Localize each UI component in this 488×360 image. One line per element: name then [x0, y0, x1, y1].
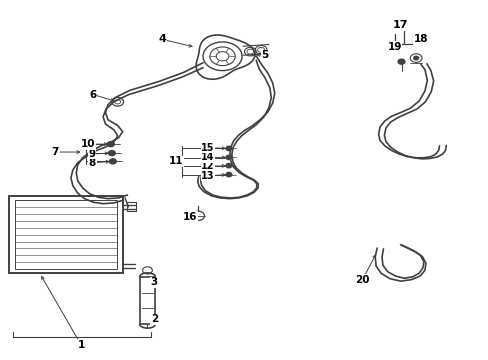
- Text: 4: 4: [158, 35, 166, 44]
- Text: 19: 19: [386, 42, 401, 51]
- Text: 1: 1: [78, 340, 84, 350]
- Text: 7: 7: [52, 147, 59, 157]
- Text: 2: 2: [150, 314, 158, 324]
- Bar: [140, 277, 155, 324]
- Circle shape: [108, 150, 115, 156]
- Text: 6: 6: [89, 90, 97, 100]
- Circle shape: [225, 146, 231, 150]
- Bar: [127, 202, 136, 211]
- Circle shape: [397, 59, 404, 64]
- Text: 10: 10: [81, 139, 96, 149]
- Text: 18: 18: [413, 35, 427, 44]
- Circle shape: [109, 159, 116, 164]
- Circle shape: [225, 172, 231, 177]
- Circle shape: [413, 56, 418, 60]
- Text: 16: 16: [182, 212, 197, 221]
- Text: 17: 17: [392, 20, 407, 30]
- Bar: [15, 201, 117, 269]
- Text: 20: 20: [354, 275, 369, 285]
- Bar: [9, 196, 122, 273]
- Circle shape: [107, 141, 114, 147]
- Text: 8: 8: [88, 158, 96, 168]
- Text: 14: 14: [201, 152, 214, 162]
- Text: 13: 13: [201, 171, 214, 181]
- Text: 12: 12: [201, 161, 214, 171]
- Text: 3: 3: [150, 277, 158, 287]
- Text: 9: 9: [89, 149, 96, 159]
- Text: 5: 5: [261, 50, 268, 60]
- Circle shape: [225, 163, 231, 168]
- Circle shape: [225, 155, 231, 159]
- Text: 11: 11: [169, 156, 183, 166]
- Text: 15: 15: [201, 143, 214, 153]
